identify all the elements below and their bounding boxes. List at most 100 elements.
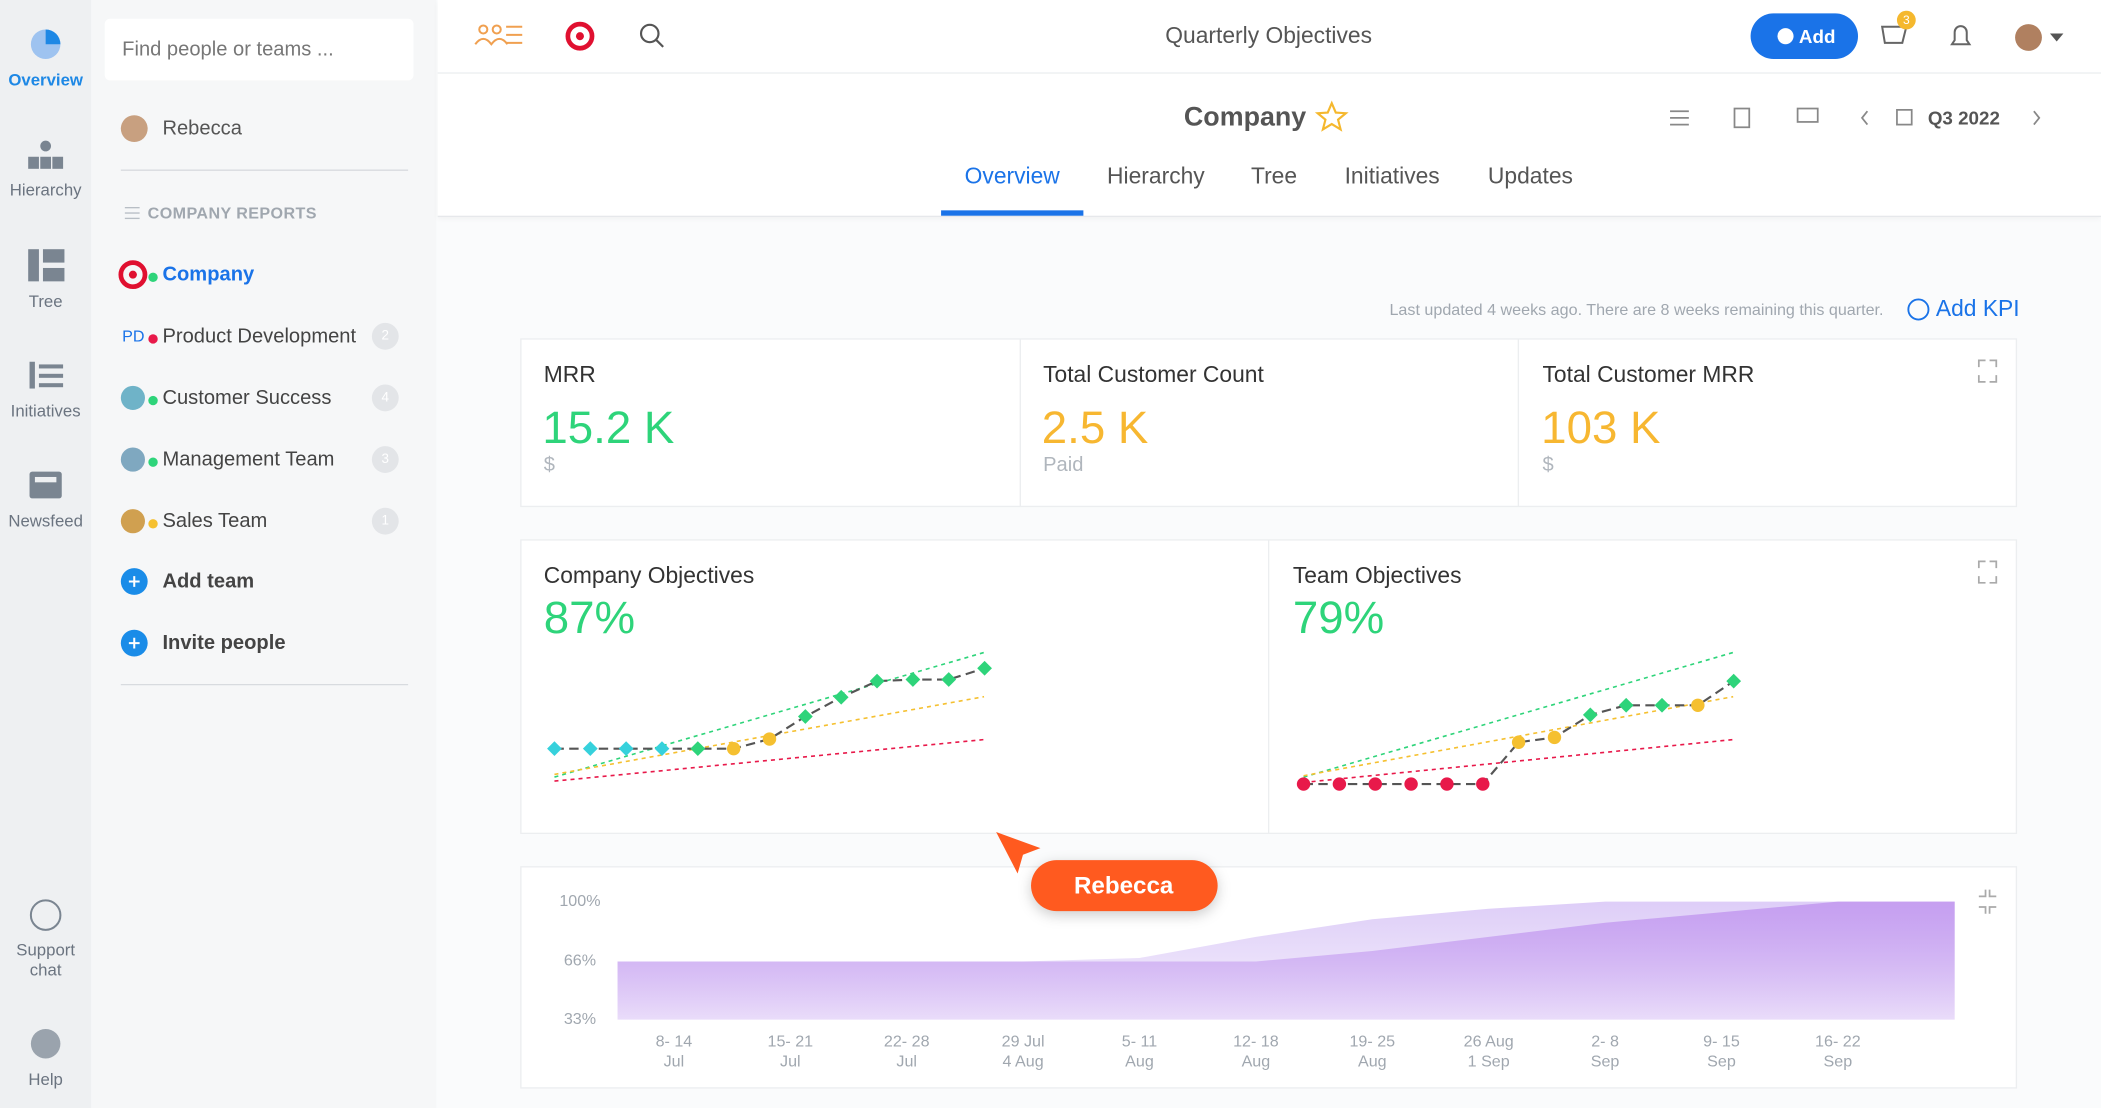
add-button[interactable] [1750, 13, 1859, 59]
cart-badge [1896, 10, 1916, 30]
rail-label[interactable]: Support chat [16, 940, 76, 980]
cursor-arrow [996, 832, 1041, 874]
x-tick-label: 12- 18 [1233, 1033, 1279, 1051]
team-name[interactable]: Company [162, 263, 255, 287]
add-button-label[interactable]: Add [1798, 25, 1836, 47]
kpi-value: 2.5 K [1041, 402, 1149, 454]
rail-label[interactable]: Newsfeed [8, 511, 83, 531]
search-placeholder[interactable]: Find people or teams ... [122, 38, 334, 61]
team-name[interactable]: Product Development [162, 324, 357, 348]
tab[interactable]: Hierarchy [1107, 163, 1205, 189]
team-badge [371, 384, 399, 412]
x-tick-label: 16- 22 [1815, 1033, 1861, 1051]
team-name[interactable]: Management Team [162, 448, 335, 471]
tab[interactable]: Overview [964, 163, 1060, 189]
objective-point [1296, 777, 1311, 791]
account-caret[interactable] [2049, 33, 2064, 42]
favorite-star[interactable] [1314, 100, 1349, 132]
kpi-unit: $ [543, 453, 555, 477]
objective-title: Company Objectives [543, 562, 755, 589]
toolbar-icons[interactable] [1670, 107, 2041, 129]
status-dot [148, 272, 158, 283]
rail-label[interactable]: Initiatives [10, 401, 81, 421]
tab[interactable]: Initiatives [1344, 163, 1440, 189]
hierarchy-icon [28, 140, 64, 169]
sidebar-action[interactable]: Invite people [162, 631, 286, 655]
objective-point [582, 741, 598, 757]
kpi-value: 103 K [1541, 402, 1661, 454]
objective-point [1618, 697, 1634, 713]
cursor-bubble [1031, 860, 1218, 912]
target-logo[interactable] [565, 21, 595, 51]
objective-point [1476, 777, 1490, 791]
target-logo-dot [575, 32, 584, 41]
expand-icons[interactable] [1977, 359, 1998, 914]
objective-point [1511, 735, 1526, 749]
add-kpi[interactable]: Add KPI [1935, 296, 2020, 322]
sidebar [91, 0, 437, 1108]
objective-point [1691, 698, 1705, 712]
x-tick-label: Sep [1824, 1053, 1853, 1071]
company-logo-dot [128, 270, 137, 279]
nav-rail [0, 0, 92, 1108]
search-icon[interactable] [639, 23, 660, 44]
progress-area [617, 901, 1955, 1020]
y-tick-label: 33% [564, 1010, 596, 1028]
x-tick-label: Jul [780, 1053, 801, 1071]
rail-label[interactable]: Tree [28, 292, 63, 311]
team-name[interactable]: Sales Team [162, 509, 268, 533]
add-kpi-icon[interactable] [1907, 298, 1930, 321]
y-tick-label: 66% [564, 952, 596, 970]
status-dot [148, 519, 158, 529]
rail-label[interactable]: Hierarchy [9, 180, 82, 200]
team-badge [371, 507, 399, 535]
objective-point [1654, 697, 1670, 713]
x-tick-label: Aug [1242, 1053, 1271, 1071]
x-tick-label: 2- 8 [1591, 1033, 1619, 1051]
add-icon [1777, 28, 1794, 45]
x-tick-label: 1 Sep [1468, 1053, 1510, 1071]
sidebar-action[interactable]: Add team [162, 570, 255, 593]
x-tick-label: Jul [664, 1053, 685, 1071]
cursor-label: Rebecca [1074, 872, 1174, 899]
help-icon [30, 1028, 61, 1059]
objective-point [726, 741, 741, 756]
bell-icon[interactable] [1950, 25, 1972, 46]
team-name[interactable]: Customer Success [162, 386, 332, 410]
x-tick-label: 9- 15 [1703, 1033, 1740, 1051]
support-icon [29, 899, 62, 931]
account-avatar[interactable] [2015, 24, 2042, 51]
objective-point [547, 741, 562, 757]
objective-point [654, 741, 670, 757]
team-initials: PD [122, 326, 145, 346]
x-tick-label: Aug [1358, 1053, 1387, 1071]
kpi-value: 15.2 K [542, 402, 675, 454]
status-dot [148, 334, 158, 344]
last-updated: Last updated 4 weeks ago. There are 8 we… [1389, 300, 1884, 319]
objective-point [1440, 777, 1454, 791]
user-name[interactable]: Rebecca [162, 117, 242, 141]
status-dot [148, 395, 158, 406]
period[interactable]: Q3 2022 [1927, 107, 2000, 129]
team-badge [371, 446, 399, 473]
section-title: COMPANY REPORTS [147, 203, 317, 223]
company-logo [118, 260, 148, 290]
x-tick-label: 26 Aug [1464, 1033, 1514, 1051]
rail-label[interactable]: Overview [8, 71, 83, 90]
kpi-card [520, 338, 2018, 508]
people-icon[interactable] [474, 24, 523, 46]
cart-icon[interactable] [1880, 25, 1908, 44]
objective-point [1404, 777, 1418, 791]
team-badge-count: 1 [381, 513, 390, 529]
kpi-unit: $ [1542, 453, 1554, 477]
rail-label[interactable]: Help [28, 1070, 63, 1090]
search-box[interactable] [104, 18, 414, 81]
team-avatar [120, 447, 145, 472]
tab[interactable]: Updates [1487, 163, 1573, 189]
tab[interactable]: Tree [1250, 163, 1298, 189]
objective-score: 87% [543, 592, 636, 644]
page-title: Quarterly Objectives [1165, 22, 1373, 49]
